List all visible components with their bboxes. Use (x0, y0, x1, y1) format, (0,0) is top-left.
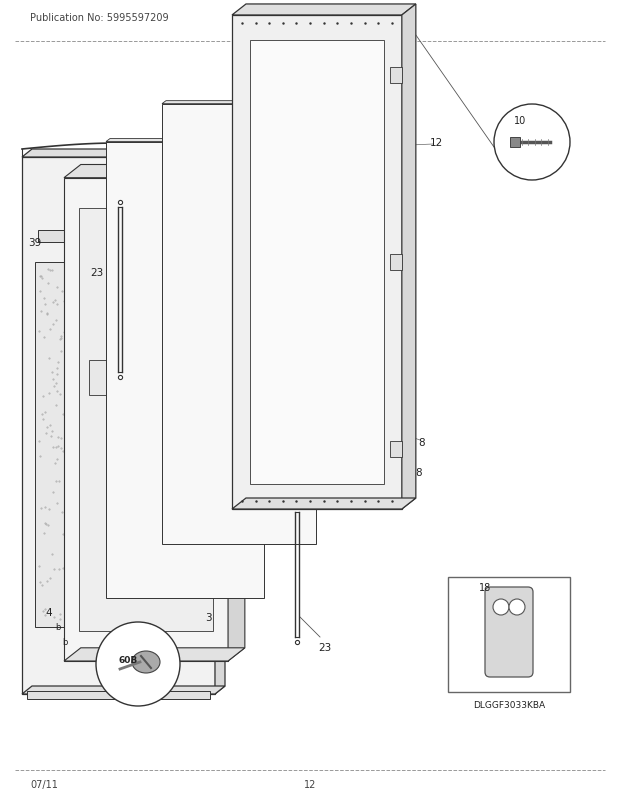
Text: 3: 3 (205, 612, 211, 622)
Text: 10: 10 (531, 110, 543, 119)
Polygon shape (232, 498, 416, 509)
Polygon shape (232, 5, 416, 16)
Text: 7: 7 (245, 298, 252, 308)
Circle shape (96, 622, 180, 706)
Polygon shape (162, 104, 316, 545)
Polygon shape (35, 263, 202, 627)
Text: 8: 8 (415, 468, 422, 477)
Polygon shape (390, 441, 402, 457)
Polygon shape (390, 68, 402, 84)
Polygon shape (64, 648, 245, 661)
Polygon shape (162, 102, 321, 104)
Polygon shape (250, 41, 384, 484)
Ellipse shape (132, 651, 160, 673)
Polygon shape (228, 165, 245, 661)
Polygon shape (215, 150, 225, 695)
Text: 23: 23 (90, 268, 103, 277)
Polygon shape (79, 209, 213, 631)
Text: 10: 10 (514, 115, 526, 126)
Text: 9: 9 (388, 163, 394, 172)
FancyBboxPatch shape (485, 587, 533, 677)
Polygon shape (22, 687, 225, 695)
Text: b: b (62, 638, 68, 646)
Circle shape (493, 599, 509, 615)
Text: 6: 6 (215, 358, 221, 367)
Polygon shape (510, 138, 520, 148)
Text: 60B: 60B (118, 656, 138, 665)
Polygon shape (64, 165, 245, 179)
Circle shape (509, 599, 525, 615)
Polygon shape (106, 140, 268, 143)
Text: 07/11: 07/11 (30, 779, 58, 789)
Polygon shape (27, 691, 210, 699)
Text: 4: 4 (45, 607, 51, 618)
Text: b: b (55, 622, 60, 632)
Text: 52: 52 (118, 228, 131, 237)
Text: 23: 23 (318, 642, 331, 652)
Polygon shape (232, 16, 402, 509)
Polygon shape (38, 231, 200, 243)
Text: FGGF3054M: FGGF3054M (280, 13, 340, 23)
Polygon shape (89, 361, 203, 395)
Text: 8: 8 (418, 437, 425, 448)
Polygon shape (64, 179, 228, 661)
Text: Publication No: 5995597209: Publication No: 5995597209 (30, 13, 169, 23)
Text: 12: 12 (304, 779, 316, 789)
Circle shape (494, 105, 570, 180)
Text: 17: 17 (325, 288, 339, 298)
Text: DLGGF3033KBA: DLGGF3033KBA (473, 700, 545, 709)
Polygon shape (390, 255, 402, 270)
Text: b: b (148, 622, 153, 632)
Text: DOOR: DOOR (292, 26, 328, 38)
Polygon shape (448, 577, 570, 692)
Polygon shape (22, 150, 225, 158)
Text: 39: 39 (28, 237, 42, 248)
Polygon shape (106, 143, 264, 598)
Polygon shape (402, 5, 416, 509)
Polygon shape (22, 158, 215, 695)
Text: 18: 18 (479, 582, 491, 592)
Text: 12: 12 (430, 138, 443, 148)
